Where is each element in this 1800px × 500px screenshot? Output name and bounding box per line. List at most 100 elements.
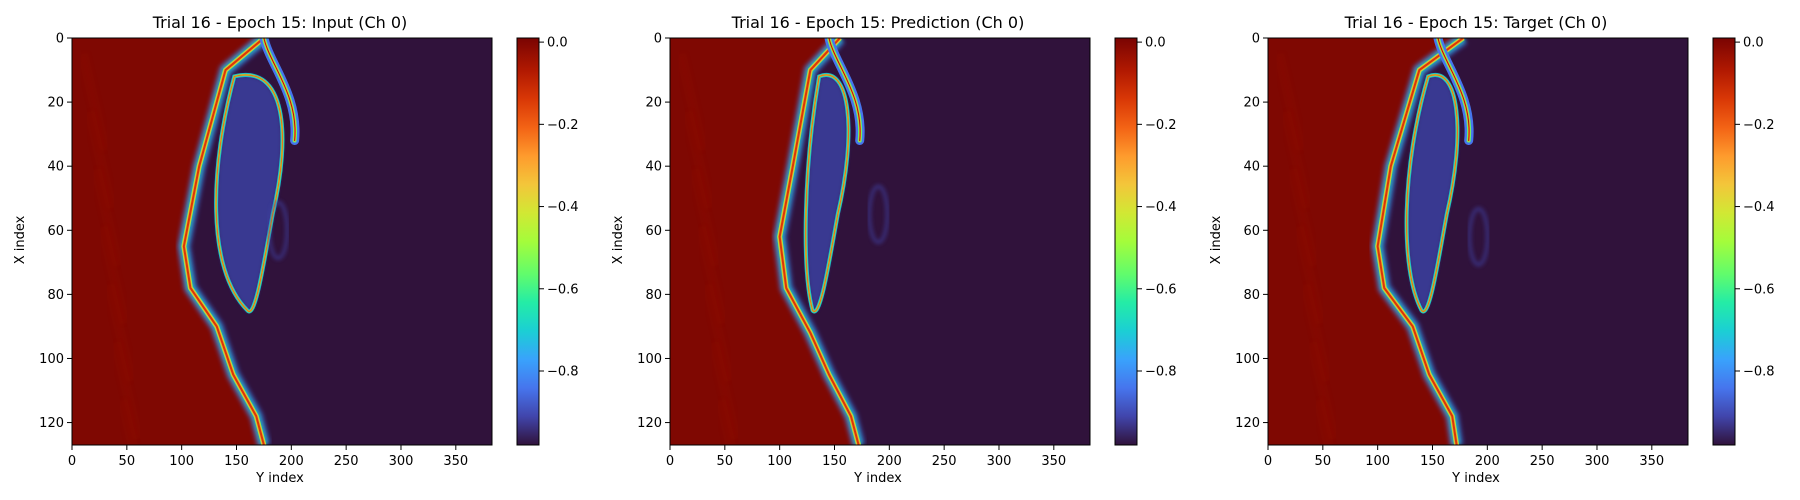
x-tick-label: 150 [224, 454, 249, 469]
y-axis-label: X index [13, 215, 28, 264]
fluid-streak [682, 110, 715, 209]
fluid-streak [1274, 52, 1306, 152]
fluid-streak [1313, 399, 1334, 445]
colorbar-tick-label: −0.4 [547, 200, 579, 215]
fluid-streak [1300, 283, 1333, 383]
panel-prediction: Trial 16 - Epoch 15: Prediction (Ch 0) Y… [611, 13, 1177, 486]
x-tick-label: 50 [717, 454, 734, 469]
colorbar-tick-label: −0.2 [1145, 118, 1177, 133]
entrained-pocket [805, 74, 849, 312]
eddy [267, 200, 289, 260]
y-tick-label: 0 [56, 32, 64, 47]
y-tick-label: 120 [39, 416, 64, 431]
y-tick-label: 20 [1243, 96, 1260, 111]
fluid-streak [689, 168, 721, 267]
y-tick-label: 100 [1235, 352, 1260, 367]
colorbar-tick-label: −0.4 [1743, 200, 1775, 215]
y-tick-label: 40 [47, 160, 64, 175]
colorbar [1712, 37, 1736, 446]
fluid-streak [676, 52, 708, 152]
y-tick-label: 40 [1243, 160, 1260, 175]
colorbar-tick-label: −0.4 [1145, 200, 1177, 215]
panel-title: Trial 16 - Epoch 15: Prediction (Ch 0) [731, 13, 1025, 32]
axes-frame [71, 37, 493, 446]
panel-input: Trial 16 - Epoch 15: Input (Ch 0) Y inde… [13, 13, 579, 486]
fluid-streak [1280, 110, 1313, 209]
plume-stem [263, 38, 296, 142]
y-tick-label: 20 [645, 96, 662, 111]
x-tick-label: 0 [68, 454, 76, 469]
x-tick-label: 300 [987, 454, 1012, 469]
front-contour [778, 38, 860, 445]
panel-title: Trial 16 - Epoch 15: Input (Ch 0) [152, 13, 408, 32]
x-tick-label: 250 [334, 454, 359, 469]
y-tick-label: 100 [637, 352, 662, 367]
fluid-streak [117, 399, 138, 445]
x-tick-label: 50 [119, 454, 136, 469]
fluid-streak [1287, 168, 1319, 267]
x-tick-label: 150 [822, 454, 847, 469]
x-tick-label: 350 [1041, 454, 1066, 469]
x-tick-label: 350 [1639, 454, 1664, 469]
heatmap-field [670, 38, 1090, 445]
fluid-streak [104, 283, 137, 383]
fluid-streak [110, 341, 143, 440]
fluid-streak [708, 341, 741, 440]
plume-stem [828, 38, 861, 142]
colorbar-tick-label: −0.6 [547, 282, 579, 297]
heatmap-field [72, 38, 492, 445]
fluid-streak [84, 110, 117, 209]
y-tick-label: 60 [645, 224, 662, 239]
x-tick-label: 200 [279, 454, 304, 469]
x-tick-label: 300 [1585, 454, 1610, 469]
colorbar-tick-label: −0.2 [547, 118, 579, 133]
fluid-streak [78, 52, 110, 152]
y-tick-label: 80 [645, 288, 662, 303]
x-tick-label: 150 [1420, 454, 1445, 469]
y-tick-label: 80 [1243, 288, 1260, 303]
y-tick-label: 120 [1235, 416, 1260, 431]
y-tick-label: 20 [47, 96, 64, 111]
front-contour [1376, 38, 1464, 445]
y-tick-label: 60 [1243, 224, 1260, 239]
x-tick-label: 300 [389, 454, 414, 469]
eddy [867, 184, 889, 244]
plume-contour [1405, 74, 1458, 313]
fluid-streak [1293, 225, 1326, 325]
heatmap-field [1268, 38, 1688, 445]
y-tick-label: 120 [637, 416, 662, 431]
colorbar-tick-label: 0.0 [547, 36, 568, 51]
x-tick-label: 250 [1530, 454, 1555, 469]
x-tick-label: 0 [666, 454, 674, 469]
plume-contour [805, 74, 850, 313]
fluid-streak [695, 225, 728, 325]
x-axis-label: Y index [1451, 471, 1500, 486]
panel-target: Trial 16 - Epoch 15: Target (Ch 0) Y ind… [1209, 13, 1775, 486]
y-axis-label: X index [611, 215, 626, 264]
entrained-pocket [1406, 74, 1458, 312]
fluid-streak [715, 399, 736, 445]
fluid-streak [97, 225, 130, 325]
x-tick-label: 250 [932, 454, 957, 469]
colorbar-tick-label: 0.0 [1145, 36, 1166, 51]
fluid-streak [91, 168, 123, 267]
colorbar-tick-label: 0.0 [1743, 36, 1764, 51]
panel-title: Trial 16 - Epoch 15: Target (Ch 0) [1344, 13, 1608, 32]
y-tick-label: 0 [1252, 32, 1260, 47]
colorbar [516, 37, 540, 446]
plume-contour [215, 74, 284, 313]
eddy [1468, 207, 1490, 267]
x-tick-label: 0 [1264, 454, 1272, 469]
y-tick-label: 100 [39, 352, 64, 367]
front-contour [182, 38, 265, 445]
x-tick-label: 100 [767, 454, 792, 469]
colorbar [1114, 37, 1138, 446]
colorbar-tick-label: −0.8 [547, 365, 579, 380]
y-tick-label: 0 [654, 32, 662, 47]
colorbar-tick-label: −0.8 [1145, 365, 1177, 380]
x-tick-label: 200 [1475, 454, 1500, 469]
entrained-pocket [216, 74, 283, 312]
axes-frame [669, 37, 1091, 446]
plume-stem [1437, 38, 1470, 142]
x-tick-label: 50 [1315, 454, 1332, 469]
